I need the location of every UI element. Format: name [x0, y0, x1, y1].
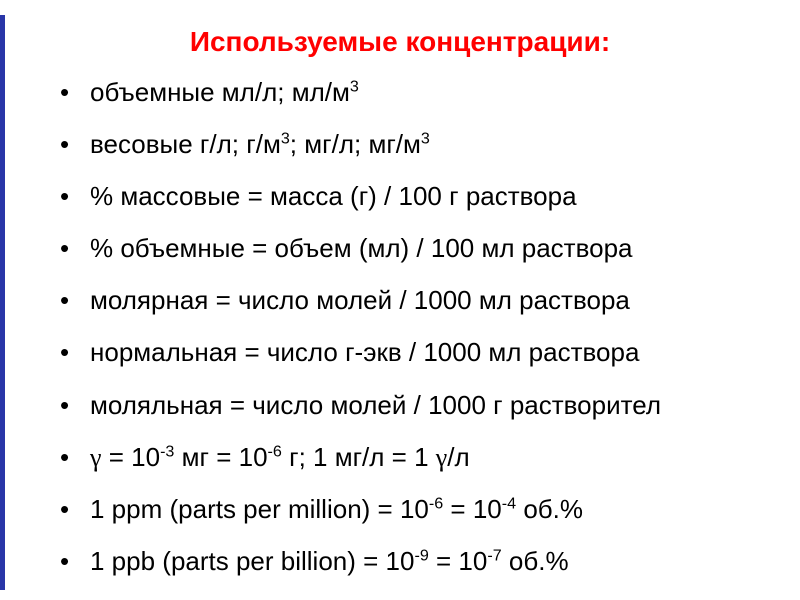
bullet-item: % массовые = масса (г) / 100 г раствора	[60, 179, 790, 214]
slide-title-text: Используемые концентрации:	[190, 26, 610, 57]
slide: Используемые концентрации: объемные мл/л…	[0, 0, 800, 600]
bullet-item: весовые г/л; г/м3; мг/л; мг/м3	[60, 127, 790, 162]
slide-title: Используемые концентрации:	[0, 22, 800, 59]
bullet-item: γ = 10-3 мг = 10-6 г; 1 мг/л = 1 γ/л	[60, 440, 790, 475]
bullet-item: объемные мл/л; мл/м3	[60, 75, 790, 110]
bullet-item: 1 ppm (parts per million) = 10-6 = 10-4 …	[60, 492, 790, 527]
bullet-item: моляльная = число молей / 1000 г раствор…	[60, 388, 790, 423]
bullet-item: нормальная = число г-экв / 1000 мл раств…	[60, 335, 790, 370]
bullet-item: молярная = число молей / 1000 мл раствор…	[60, 283, 790, 318]
bullet-item: % объемные = объем (мл) / 100 мл раствор…	[60, 231, 790, 266]
bullet-list: объемные мл/л; мл/м3 весовые г/л; г/м3; м…	[0, 75, 800, 579]
bullet-item: 1 ppb (parts per billion) = 10-9 = 10-7 …	[60, 544, 790, 579]
left-accent-bar	[0, 15, 5, 590]
